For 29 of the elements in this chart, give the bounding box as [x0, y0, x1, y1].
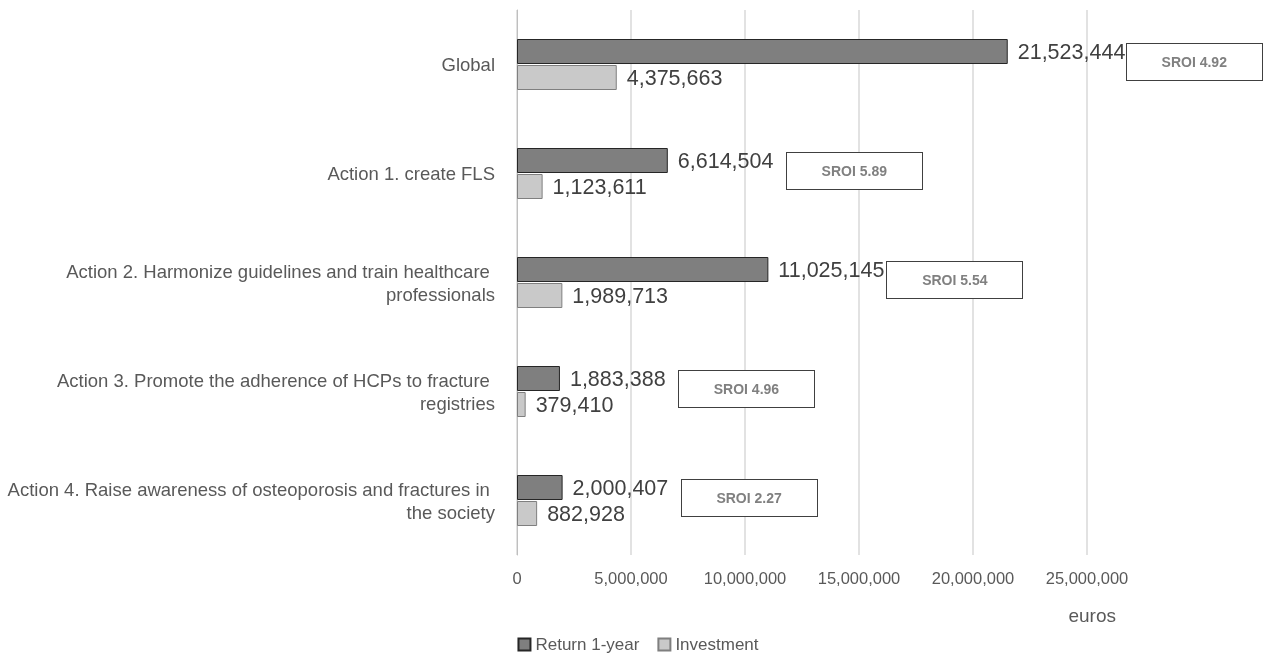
data-label: 11,025,145 — [778, 257, 885, 282]
label-box: SROI 5.89 — [785, 151, 923, 190]
y-tick-label: Action 3. Promote the adherence of HCPs to fracture registries — [56, 369, 495, 414]
data-label: 2,000,407 — [572, 475, 669, 500]
label-box: SROI 4.96 — [677, 369, 815, 408]
x-tick-label: 25,000,000 — [1045, 568, 1129, 587]
y-tick-label: Action 2. Harmonize guidelines and train healthcare professionals — [66, 260, 495, 305]
label-box: SROI 5.54 — [886, 260, 1024, 299]
label-box: SROI 4.92 — [1125, 42, 1263, 81]
y-tick-label: Action 1. create FLS — [327, 163, 495, 184]
data-label: 6,614,504 — [677, 148, 774, 173]
label-box: SROI 2.27 — [680, 478, 818, 517]
x-tick-label: 5,000,000 — [594, 568, 668, 587]
data-label: 21,523,444 — [1017, 39, 1126, 64]
legend-label: Return 1-year — [535, 635, 640, 654]
data-label: 882,928 — [547, 501, 625, 526]
x-tick-label: 20,000,000 — [931, 568, 1015, 587]
x-tick-label: 15,000,000 — [817, 568, 901, 587]
data-label: 4,375,663 — [626, 65, 723, 90]
x-tick-label: 0 — [512, 568, 522, 587]
y-tick-label: Global — [441, 54, 495, 75]
data-label: 1,123,611 — [552, 174, 647, 199]
x-axis-title: euros — [1068, 605, 1116, 626]
y-tick-label: Action 4. Raise awareness of osteoporosis and fractures in the society — [7, 478, 496, 523]
data-label: 1,883,388 — [569, 366, 666, 391]
data-label: 379,410 — [535, 392, 614, 417]
data-label: 1,989,713 — [572, 283, 669, 308]
legend-label: Investment — [675, 635, 759, 654]
x-tick-label: 10,000,000 — [703, 568, 787, 587]
